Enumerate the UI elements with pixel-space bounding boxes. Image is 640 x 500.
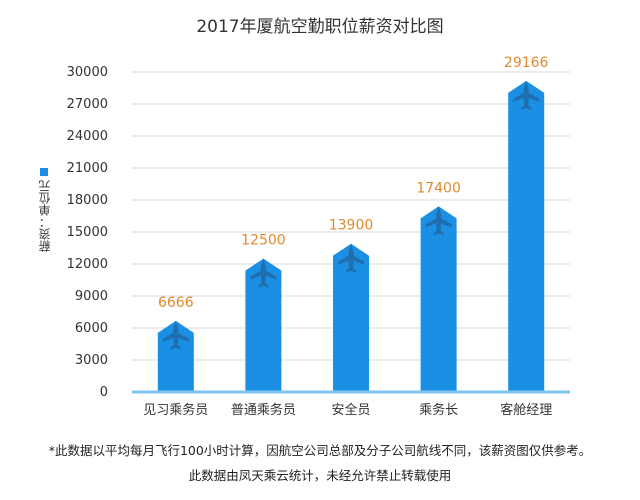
x-tick-label: 见习乘务员 (143, 402, 208, 418)
x-tick-label: 客舱经理 (500, 402, 552, 418)
x-tick-label: 安全员 (331, 402, 370, 418)
data-label: 29166 (504, 55, 549, 71)
data-label: 13900 (329, 218, 374, 234)
legend: 薪资：单位元 (34, 168, 54, 278)
x-tick-label: 普通乘务员 (231, 402, 296, 418)
y-tick-label: 27000 (67, 97, 108, 112)
airplane-icon (338, 243, 364, 273)
footnote-disclaimer: *此数据以平均每月飞行100小时计算，因航空公司总部及分子公司航线不同，该薪资图… (48, 443, 592, 458)
bar (245, 258, 282, 392)
chart-title: 2017年厦航空勤职位薪资对比图 (196, 17, 444, 37)
y-tick-label: 6000 (75, 321, 108, 336)
y-tick-label: 24000 (67, 129, 108, 144)
y-tick-label: 18000 (67, 193, 108, 208)
legend-swatch (40, 168, 48, 176)
x-tick-label: 乘务长 (419, 402, 458, 418)
y-tick-label: 30000 (67, 65, 108, 80)
y-tick-label: 9000 (75, 289, 108, 304)
y-tick-label: 12000 (67, 257, 108, 272)
airplane-icon (250, 258, 277, 288)
airplane-icon (425, 206, 452, 236)
footnote-copyright: 此数据由凤天乘云统计，未经允许禁止转载使用 (188, 468, 452, 483)
data-label: 6666 (158, 295, 194, 311)
bar (333, 243, 369, 392)
bar (420, 206, 457, 392)
y-tick-label: 21000 (67, 161, 108, 176)
data-label: 17400 (416, 180, 461, 196)
data-label: 12500 (241, 233, 286, 249)
y-tick-label: 15000 (67, 225, 108, 240)
bar (508, 80, 545, 393)
airplane-icon (162, 320, 189, 350)
y-tick-label: 3000 (75, 353, 108, 368)
legend-label: 薪资：单位元 (37, 180, 52, 252)
y-tick-label: 0 (100, 385, 108, 400)
airplane-icon (513, 80, 540, 110)
